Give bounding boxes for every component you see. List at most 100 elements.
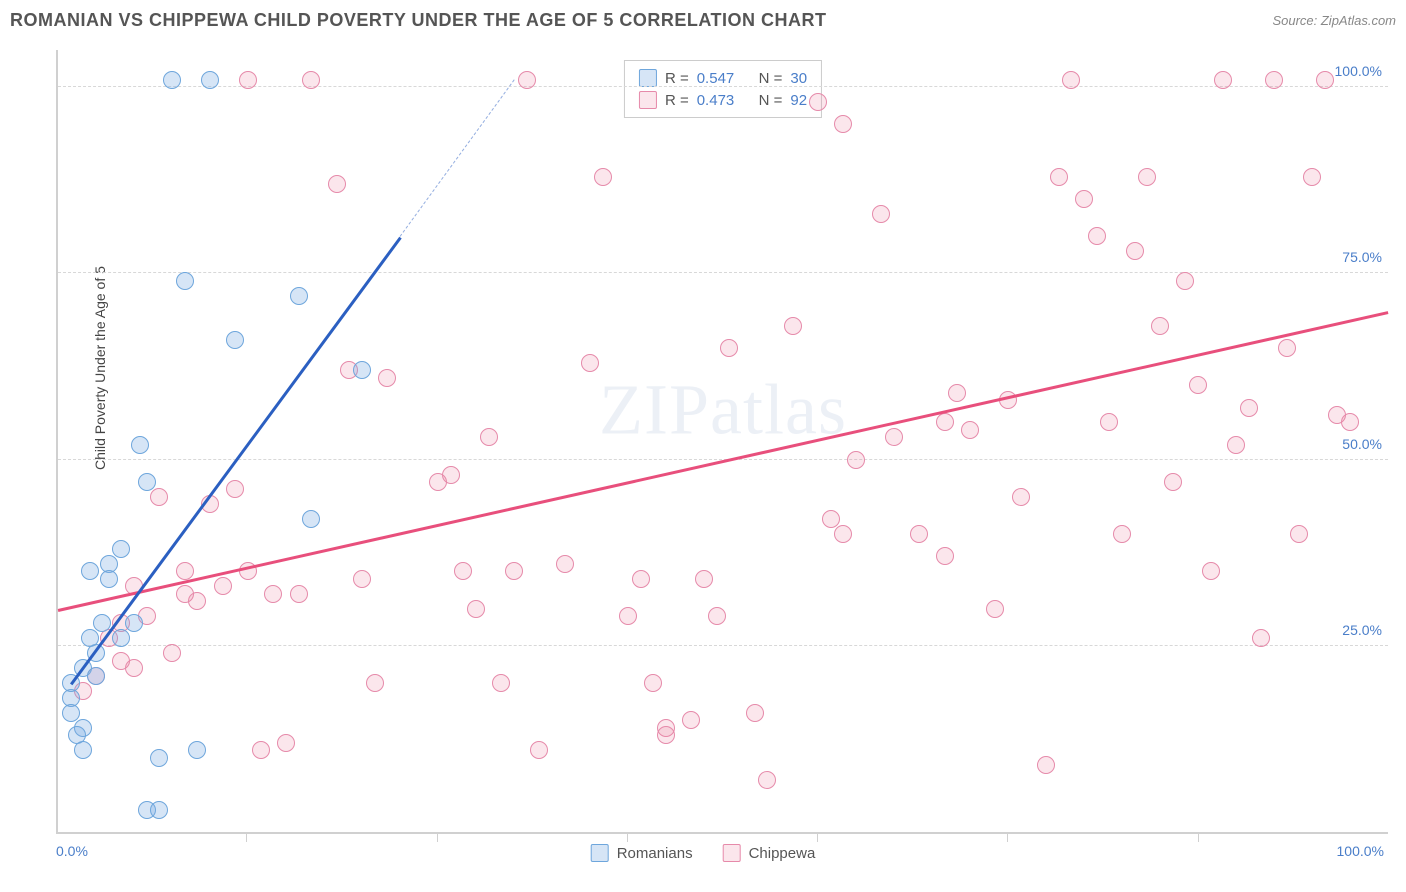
- chippewa-point: [1088, 227, 1106, 245]
- chart-wrapper: Child Poverty Under the Age of 5 ZIPatla…: [8, 40, 1398, 884]
- chippewa-point: [530, 741, 548, 759]
- watermark: ZIPatlas: [599, 368, 847, 451]
- chippewa-point: [1037, 756, 1055, 774]
- legend-item-chippewa: Chippewa: [723, 844, 816, 862]
- chippewa-point: [264, 585, 282, 603]
- chippewa-point: [1012, 488, 1030, 506]
- chippewa-point: [1126, 242, 1144, 260]
- x-tick: [817, 834, 818, 842]
- gridline: [58, 645, 1388, 646]
- legend-stats-row-chippewa: R = 0.473 N = 92: [639, 89, 807, 111]
- chippewa-point: [1164, 473, 1182, 491]
- chippewa-point: [1062, 71, 1080, 89]
- chippewa-point: [239, 71, 257, 89]
- legend-stats-box: R = 0.547 N = 30 R = 0.473 N = 92: [624, 60, 822, 118]
- chippewa-point: [467, 600, 485, 618]
- y-tick-label: 50.0%: [1342, 436, 1382, 452]
- romanians-point: [353, 361, 371, 379]
- chippewa-point: [366, 674, 384, 692]
- trend-line: [58, 311, 1389, 611]
- chippewa-point: [1113, 525, 1131, 543]
- romanians-point: [188, 741, 206, 759]
- chippewa-point: [594, 168, 612, 186]
- chippewa-point: [1176, 272, 1194, 290]
- romanians-legend-label: Romanians: [617, 845, 693, 862]
- romanians-point: [131, 436, 149, 454]
- romanians-point: [62, 704, 80, 722]
- n-label: N =: [759, 92, 783, 109]
- romanians-point: [112, 540, 130, 558]
- chippewa-point: [682, 711, 700, 729]
- romanians-point: [150, 801, 168, 819]
- romanians-point: [150, 749, 168, 767]
- chippewa-legend-label: Chippewa: [749, 845, 816, 862]
- chippewa-point: [328, 175, 346, 193]
- chippewa-point: [746, 704, 764, 722]
- romanians-point: [201, 71, 219, 89]
- romanians-point: [125, 614, 143, 632]
- chippewa-point: [150, 488, 168, 506]
- romanians-point: [112, 629, 130, 647]
- chippewa-point: [644, 674, 662, 692]
- chippewa-point: [1290, 525, 1308, 543]
- romanians-point: [74, 741, 92, 759]
- x-tick: [1007, 834, 1008, 842]
- x-tick-right: 100.0%: [1337, 843, 1384, 859]
- romanians-point: [226, 331, 244, 349]
- chippewa-point: [176, 562, 194, 580]
- trend-line: [70, 237, 401, 685]
- source-label: Source: ZipAtlas.com: [1272, 13, 1396, 28]
- romanians-point: [290, 287, 308, 305]
- romanians-n-value: 30: [790, 70, 807, 87]
- chippewa-point: [936, 547, 954, 565]
- chippewa-point: [657, 726, 675, 744]
- chippewa-point: [454, 562, 472, 580]
- chippewa-point: [758, 771, 776, 789]
- chippewa-point: [809, 93, 827, 111]
- chippewa-point: [872, 205, 890, 223]
- n-label: N =: [759, 70, 783, 87]
- chippewa-point: [442, 466, 460, 484]
- romanians-point: [163, 71, 181, 89]
- x-tick-left: 0.0%: [56, 843, 88, 859]
- gridline: [58, 86, 1388, 87]
- romanians-point: [302, 510, 320, 528]
- chippewa-point: [1050, 168, 1068, 186]
- romanians-point: [87, 667, 105, 685]
- chippewa-point: [708, 607, 726, 625]
- chippewa-point: [834, 525, 852, 543]
- chippewa-swatch: [639, 91, 657, 109]
- chippewa-point: [518, 71, 536, 89]
- chippewa-point: [378, 369, 396, 387]
- chippewa-point: [1100, 413, 1118, 431]
- romanians-point: [176, 272, 194, 290]
- chippewa-swatch: [723, 844, 741, 862]
- romanians-point: [81, 562, 99, 580]
- chippewa-point: [1138, 168, 1156, 186]
- chippewa-point: [353, 570, 371, 588]
- romanians-point: [138, 473, 156, 491]
- r-label: R =: [665, 70, 689, 87]
- chippewa-point: [1189, 376, 1207, 394]
- romanians-swatch: [591, 844, 609, 862]
- chippewa-point: [936, 413, 954, 431]
- chippewa-point: [1303, 168, 1321, 186]
- chippewa-point: [1265, 71, 1283, 89]
- x-tick: [627, 834, 628, 842]
- chippewa-point: [1227, 436, 1245, 454]
- chippewa-point: [632, 570, 650, 588]
- plot-area: ZIPatlas R = 0.547 N = 30 R = 0.473 N = …: [56, 50, 1388, 834]
- x-tick: [1198, 834, 1199, 842]
- chippewa-point: [277, 734, 295, 752]
- chippewa-point: [834, 115, 852, 133]
- romanians-point: [100, 570, 118, 588]
- legend-bottom: Romanians Chippewa: [591, 844, 816, 862]
- chippewa-point: [948, 384, 966, 402]
- romanians-r-value: 0.547: [697, 70, 735, 87]
- chippewa-point: [1214, 71, 1232, 89]
- chippewa-point: [581, 354, 599, 372]
- chippewa-point: [986, 600, 1004, 618]
- chippewa-point: [290, 585, 308, 603]
- chippewa-point: [1316, 71, 1334, 89]
- chippewa-point: [1252, 629, 1270, 647]
